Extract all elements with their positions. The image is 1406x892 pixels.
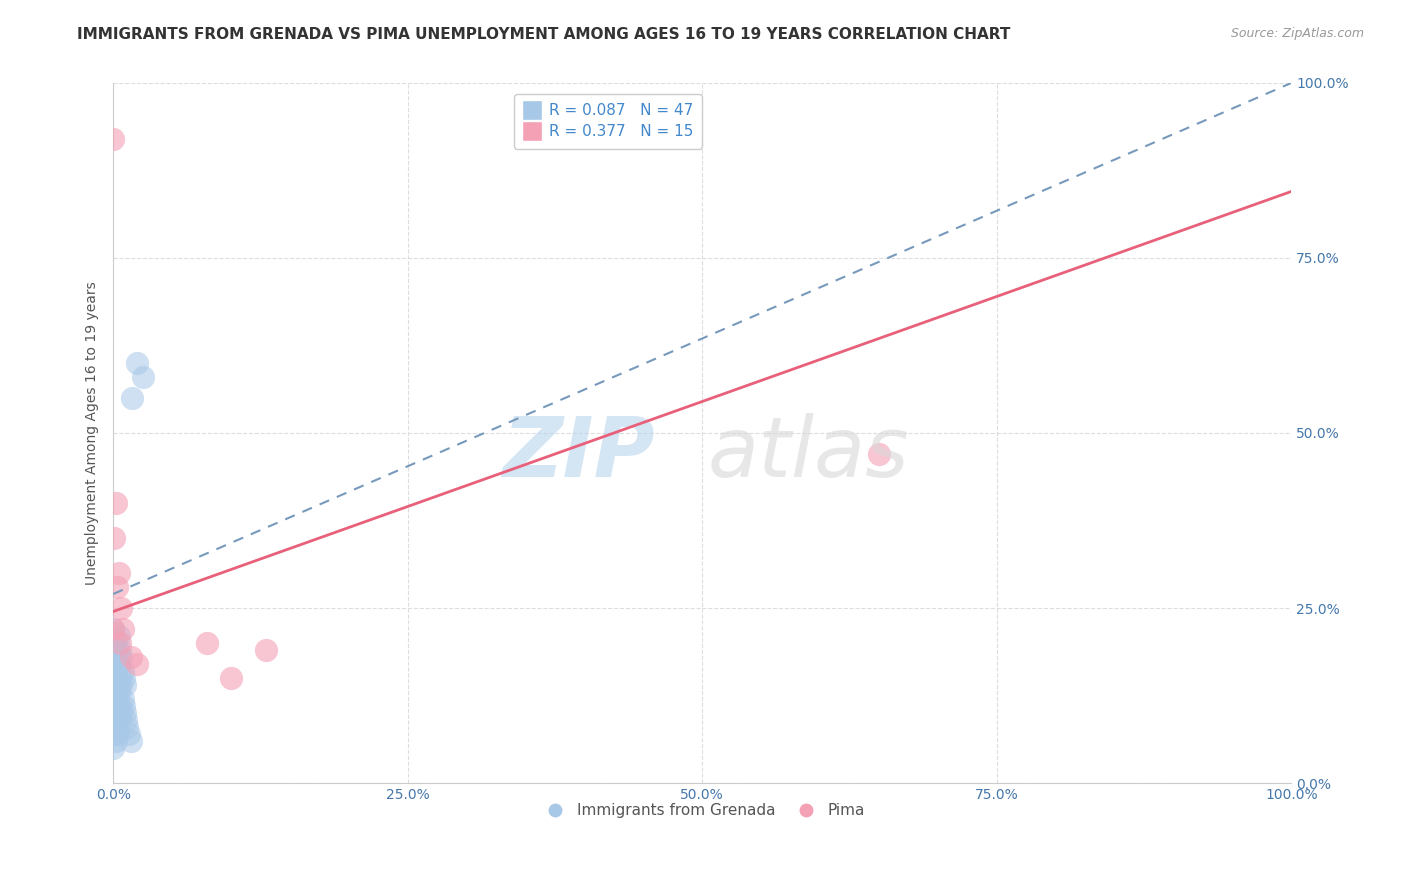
Point [103,720,125,734]
Point [107,727,129,741]
Point [114,678,136,692]
Point [110,650,132,665]
Point [112,699,135,714]
Point [103,132,125,146]
Point [103,706,125,720]
Point [103,622,125,636]
Point [110,706,132,720]
Point [219,671,242,685]
Point [103,741,125,756]
Point [125,356,148,370]
Point [104,713,127,727]
Point [121,391,143,405]
Point [111,664,134,678]
Text: ZIP: ZIP [502,414,655,494]
Point [111,622,134,636]
Point [103,622,125,636]
Point [107,650,129,665]
Point [108,566,131,580]
Point [120,734,142,748]
Point [103,531,125,545]
Point [108,657,131,671]
Point [131,370,153,384]
Point [108,713,131,727]
Point [254,643,277,657]
Point [117,720,139,734]
Point [115,713,138,727]
Point [108,629,131,643]
Y-axis label: Unemployment Among Ages 16 to 19 years: Unemployment Among Ages 16 to 19 years [86,281,100,585]
Point [103,727,125,741]
Text: Source: ZipAtlas.com: Source: ZipAtlas.com [1230,27,1364,40]
Point [110,678,132,692]
Point [105,643,128,657]
Point [120,650,142,665]
Point [110,643,132,657]
Point [103,699,125,714]
Point [104,496,127,510]
Point [114,706,136,720]
Point [108,685,131,699]
Point [107,678,129,692]
Point [110,671,132,685]
Point [105,580,128,594]
Point [103,650,125,665]
Point [117,727,139,741]
Point [104,664,127,678]
Point [107,706,129,720]
Point [103,671,125,685]
Point [110,636,132,650]
Point [197,636,219,650]
Point [868,447,890,461]
Point [105,671,128,685]
Point [112,671,135,685]
Point [104,685,127,699]
Text: atlas: atlas [707,414,910,494]
Point [105,692,128,706]
Point [125,657,148,671]
Point [103,692,125,706]
Point [103,678,125,692]
Point [103,657,125,671]
Text: IMMIGRANTS FROM GRENADA VS PIMA UNEMPLOYMENT AMONG AGES 16 TO 19 YEARS CORRELATI: IMMIGRANTS FROM GRENADA VS PIMA UNEMPLOY… [77,27,1011,42]
Legend: Immigrants from Grenada, Pima: Immigrants from Grenada, Pima [534,797,870,824]
Point [110,699,132,714]
Point [110,601,132,615]
Point [105,720,128,734]
Point [104,734,127,748]
Point [104,636,127,650]
Point [111,692,134,706]
